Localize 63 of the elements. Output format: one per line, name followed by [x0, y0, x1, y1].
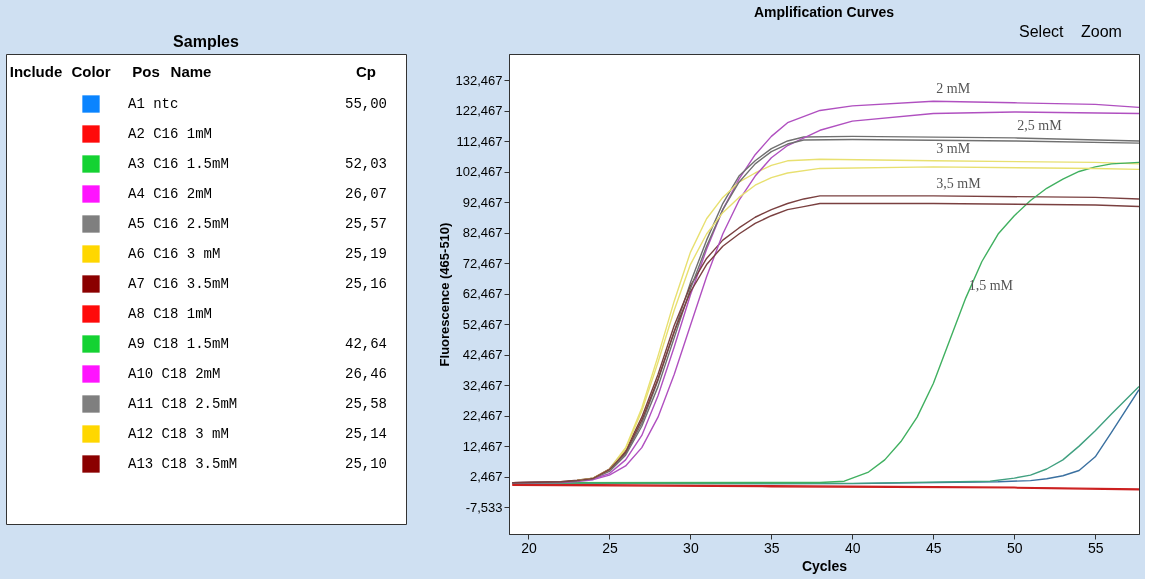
- text: Select: [1019, 23, 1065, 40]
- category-label: A2 C16 1mM: [128, 126, 213, 142]
- text: Samples: [173, 33, 240, 50]
- text: 42,64: [344, 336, 388, 352]
- y-tick-label: -7,533: [465, 499, 503, 515]
- text: 25,57: [344, 216, 388, 232]
- text: 25,10: [344, 456, 388, 472]
- category-label: A9 C18 1.5mM: [128, 336, 229, 352]
- y-tick-label: 92,467: [462, 194, 503, 210]
- text: 25,58: [344, 396, 388, 412]
- x-tick-label: 50: [1007, 539, 1023, 556]
- text: 25,16: [344, 276, 388, 292]
- text: 26,07: [344, 186, 388, 202]
- category-label: A10 C18 2mM: [128, 366, 221, 382]
- category-label: A8 C18 1mM: [128, 306, 213, 322]
- annotation: 3,5 mM: [936, 175, 982, 191]
- chart-title: Amplification Curves: [753, 4, 895, 20]
- x-tick-label: 25: [602, 539, 618, 556]
- category-label: A11 C18 2.5mM: [128, 396, 238, 412]
- y-tick-label: 62,467: [462, 286, 503, 302]
- y-tick-label: 122,467: [455, 103, 503, 119]
- text: Color: [71, 63, 111, 80]
- text: Name: [170, 63, 212, 80]
- y-tick-label: 22,467: [462, 408, 503, 424]
- y-tick-label: 82,467: [462, 225, 503, 241]
- category-label: A3 C16 1.5mM: [128, 156, 229, 172]
- y-tick-label: 112,467: [456, 133, 503, 149]
- text: Include: [9, 63, 63, 80]
- text: Zoom: [1081, 23, 1122, 40]
- x-tick-label: 40: [845, 539, 861, 556]
- annotation: 1,5 mM: [968, 278, 1014, 294]
- text: 26,46: [344, 366, 388, 382]
- category-label: A6 C16 3 mM: [128, 246, 221, 262]
- x-tick-label: 45: [926, 539, 942, 556]
- y-tick-label: 52,467: [462, 316, 503, 332]
- category-label: A1 ntc: [128, 96, 179, 112]
- y-tick-label: 102,467: [455, 164, 503, 180]
- category-label: A7 C16 3.5mM: [128, 276, 229, 292]
- text: 55,00: [344, 96, 388, 112]
- text: 52,03: [344, 156, 388, 172]
- annotation: 2,5 mM: [1017, 117, 1063, 133]
- y-tick-label: 2,467: [469, 469, 503, 485]
- x-axis-title: Cycles: [801, 557, 848, 574]
- y-tick-label: 72,467: [462, 255, 503, 271]
- x-tick-label: 35: [764, 539, 780, 556]
- category-label: A12 C18 3 mM: [128, 426, 229, 442]
- annotation: 2 mM: [936, 81, 971, 97]
- y-tick-label: 32,467: [462, 377, 503, 393]
- category-label: A5 C16 2.5mM: [128, 216, 229, 232]
- text: 25,14: [344, 426, 388, 442]
- category-label: A4 C16 2mM: [128, 186, 213, 202]
- text: Pos: [132, 63, 160, 80]
- y-tick-label: 132,467: [455, 72, 503, 88]
- text: Cp: [356, 63, 376, 80]
- y-tick-label: 42,467: [462, 347, 503, 363]
- category-label: A13 C18 3.5mM: [128, 456, 238, 472]
- y-tick-label: 12,467: [462, 438, 503, 454]
- y-axis-title: Fluorescence (465-510): [436, 222, 452, 367]
- x-tick-label: 20: [521, 539, 537, 556]
- annotation: 3 mM: [936, 140, 971, 156]
- x-tick-label: 30: [683, 539, 699, 556]
- text: 25,19: [344, 246, 388, 262]
- x-tick-label: 55: [1087, 539, 1104, 556]
